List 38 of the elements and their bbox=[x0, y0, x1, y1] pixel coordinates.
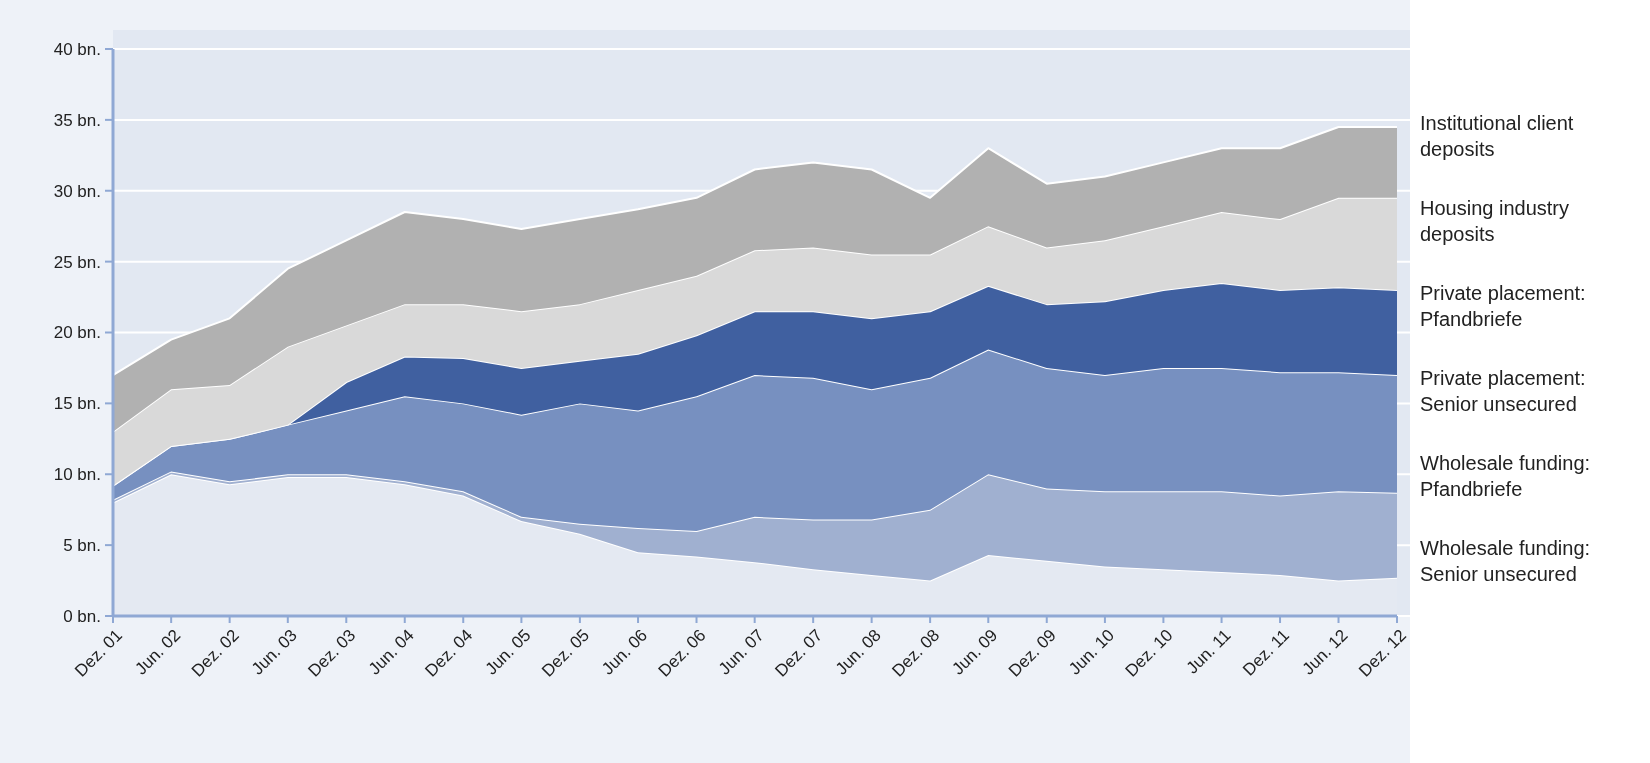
x-tick-label: Jun. 08 bbox=[831, 625, 885, 679]
x-tick-label: Dez. 07 bbox=[771, 625, 827, 681]
x-tick-label: Jun. 07 bbox=[714, 625, 768, 679]
series-label: Housing industry deposits bbox=[1420, 197, 1569, 245]
x-tick-label: Dez. 01 bbox=[71, 625, 127, 681]
x-tick-label: Dez. 02 bbox=[187, 625, 243, 681]
x-tick-label: Dez. 10 bbox=[1121, 625, 1177, 681]
y-tick-label: 20 bn. bbox=[53, 323, 101, 343]
x-tick-label: Jun. 02 bbox=[131, 625, 185, 679]
y-tick-label: 5 bn. bbox=[63, 536, 101, 556]
y-tick-label: 35 bn. bbox=[53, 110, 101, 130]
x-tick-label: Dez. 09 bbox=[1004, 625, 1060, 681]
x-tick-label: Jun. 12 bbox=[1298, 625, 1352, 679]
x-tick-label: Dez. 05 bbox=[538, 625, 593, 681]
x-tick-label: Jun. 11 bbox=[1182, 625, 1235, 678]
x-tick-label: Dez. 11 bbox=[1239, 625, 1294, 680]
y-tick-label: 30 bn. bbox=[53, 181, 101, 201]
y-tick-label: 0 bn. bbox=[63, 606, 101, 626]
x-tick-label: Jun. 10 bbox=[1065, 625, 1118, 679]
y-tick-label: 15 bn. bbox=[53, 394, 101, 414]
x-tick-label: Jun. 03 bbox=[247, 625, 301, 679]
x-tick-label: Jun. 05 bbox=[481, 625, 535, 679]
x-tick-label: Jun. 04 bbox=[364, 625, 418, 679]
series-label: Wholesale funding: Pfandbriefe bbox=[1420, 452, 1591, 500]
y-tick-label: 25 bn. bbox=[53, 252, 101, 272]
x-tick-label: Dez. 12 bbox=[1355, 625, 1411, 681]
series-label: Institutional client deposits bbox=[1420, 112, 1574, 160]
x-tick-label: Jun. 09 bbox=[948, 625, 1002, 679]
series-label: Private placement: Pfandbriefe bbox=[1420, 282, 1586, 330]
y-tick-label: 40 bn. bbox=[53, 39, 101, 59]
series-label: Private placement: Senior unsecured bbox=[1420, 367, 1586, 415]
x-tick-label: Dez. 03 bbox=[304, 625, 360, 681]
x-tick-label: Dez. 06 bbox=[654, 625, 710, 681]
series-label: Wholesale funding: Senior unsecured bbox=[1420, 537, 1591, 585]
x-tick-label: Dez. 08 bbox=[888, 625, 944, 681]
x-tick-label: Dez. 04 bbox=[421, 625, 477, 681]
x-tick-label: Jun. 06 bbox=[598, 625, 652, 679]
y-tick-label: 10 bn. bbox=[53, 465, 101, 485]
